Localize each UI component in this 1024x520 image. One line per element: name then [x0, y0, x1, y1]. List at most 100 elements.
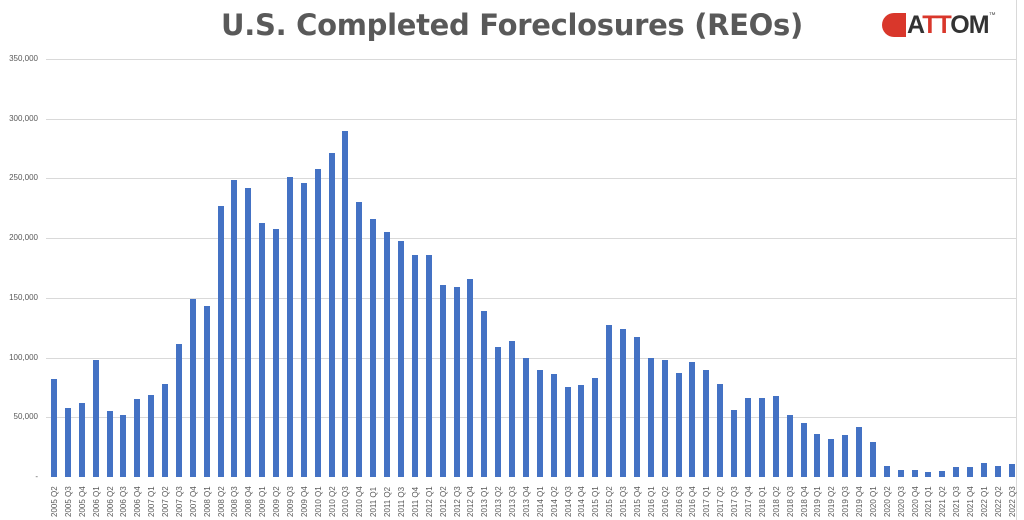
- bar: [703, 369, 710, 477]
- x-tick-label: 2022 Q2: [993, 486, 1003, 517]
- bar: [578, 385, 585, 477]
- bar: [509, 340, 516, 477]
- x-tick-label: 2008 Q2: [216, 486, 226, 517]
- y-tick-label: 50,000: [13, 412, 38, 422]
- bar: [495, 346, 502, 477]
- x-tick-label: 2006 Q4: [133, 486, 143, 517]
- bar: [398, 240, 404, 477]
- gridline: [46, 238, 1016, 240]
- x-tick-label: 2005 Q4: [77, 486, 87, 517]
- x-tick-label: 2008 Q3: [230, 486, 240, 517]
- bar: [717, 383, 724, 477]
- gridline: [46, 357, 1016, 359]
- bar: [467, 278, 474, 477]
- bar: [384, 232, 391, 477]
- x-tick-label: 2006 Q1: [91, 486, 101, 517]
- x-tick-label: 2020 Q2: [882, 486, 892, 517]
- bar: [203, 306, 210, 477]
- x-tick-label: 2007 Q4: [188, 486, 198, 517]
- x-tick-label: 2013 Q1: [480, 486, 490, 517]
- x-tick-label: 2011 Q4: [410, 486, 420, 517]
- bar: [675, 373, 682, 477]
- bar: [967, 467, 974, 477]
- gridline: [46, 297, 1016, 299]
- bar: [481, 310, 488, 477]
- bar: [550, 374, 557, 477]
- x-tick-label: 2013 Q4: [521, 486, 531, 517]
- x-tick-label: 2015 Q3: [619, 486, 629, 517]
- x-tick-label: 2014 Q1: [535, 486, 545, 517]
- bar: [92, 359, 99, 477]
- x-tick-label: 2009 Q1: [258, 486, 268, 517]
- bar: [869, 442, 876, 477]
- x-tick-label: 2021 Q2: [938, 486, 948, 517]
- bar: [342, 130, 349, 477]
- bar: [231, 179, 238, 477]
- x-tick-label: 2007 Q1: [147, 486, 157, 517]
- bar: [217, 205, 224, 477]
- bar: [314, 168, 321, 477]
- bar: [994, 466, 1001, 477]
- bar: [883, 466, 890, 477]
- bar: [758, 398, 765, 477]
- x-tick-label: 2009 Q4: [299, 486, 309, 517]
- bar: [356, 202, 363, 477]
- bar: [51, 379, 57, 477]
- x-tick-label: 2012 Q4: [466, 486, 476, 517]
- bar: [800, 423, 807, 477]
- bar: [106, 411, 113, 477]
- x-tick-label: 2005 Q3: [63, 486, 73, 517]
- y-tick-label: 100,000: [9, 352, 38, 362]
- x-tick-label: 2009 Q3: [285, 486, 295, 517]
- bar: [286, 177, 293, 477]
- x-tick-label: 2015 Q1: [591, 486, 601, 517]
- x-tick-label: 2012 Q2: [438, 486, 448, 517]
- bar: [980, 462, 987, 477]
- x-tick-label: 2006 Q3: [119, 486, 129, 517]
- gridline: [46, 417, 1016, 419]
- x-tick-label: 2011 Q2: [383, 486, 393, 517]
- bar: [661, 359, 668, 477]
- y-tick-label: 350,000: [9, 54, 38, 63]
- x-tick-label: 2018 Q1: [757, 486, 767, 517]
- bar: [606, 325, 613, 477]
- gridline: [46, 178, 1016, 180]
- bar: [564, 387, 571, 477]
- x-tick-label: 2020 Q3: [896, 486, 906, 517]
- bar: [772, 395, 779, 477]
- x-tick-label: 2018 Q2: [771, 486, 781, 517]
- x-tick-label: 2022 Q3: [1007, 486, 1017, 517]
- bar: [731, 410, 738, 477]
- chart-title: U.S. Completed Foreclosures (REOs): [221, 8, 803, 42]
- x-tick-label: 2016 Q2: [660, 486, 670, 517]
- bar: [370, 219, 377, 477]
- attom-logo: ATTOM ™: [882, 10, 996, 40]
- x-tick-label: 2018 Q4: [799, 486, 809, 517]
- bar: [828, 438, 835, 477]
- bar: [189, 299, 196, 477]
- x-tick-label: 2011 Q1: [369, 486, 379, 517]
- x-tick-label: 2008 Q1: [202, 486, 212, 517]
- bar: [620, 328, 627, 477]
- bar: [745, 398, 751, 477]
- bar: [856, 426, 863, 477]
- bar: [411, 254, 418, 477]
- x-tick-label: 2007 Q3: [174, 486, 184, 517]
- bar: [273, 228, 280, 477]
- x-tick-label: 2010 Q4: [355, 486, 365, 517]
- x-tick-label: 2015 Q4: [632, 486, 642, 517]
- bar: [939, 471, 946, 477]
- x-tick-label: 2020 Q4: [910, 486, 920, 517]
- x-tick-label: 2014 Q3: [563, 486, 573, 517]
- bar: [78, 402, 85, 477]
- bar: [64, 407, 71, 477]
- x-tick-label: 2013 Q2: [494, 486, 504, 517]
- bar: [786, 414, 793, 477]
- x-tick-label: 2010 Q1: [313, 486, 323, 517]
- x-tick-label: 2005 Q2: [50, 486, 59, 517]
- x-tick-label: 2017 Q3: [730, 486, 740, 517]
- bar: [300, 183, 307, 477]
- chart-border: [1016, 0, 1017, 520]
- y-tick-label: 250,000: [9, 173, 38, 183]
- logo-text-om: OM: [950, 10, 989, 39]
